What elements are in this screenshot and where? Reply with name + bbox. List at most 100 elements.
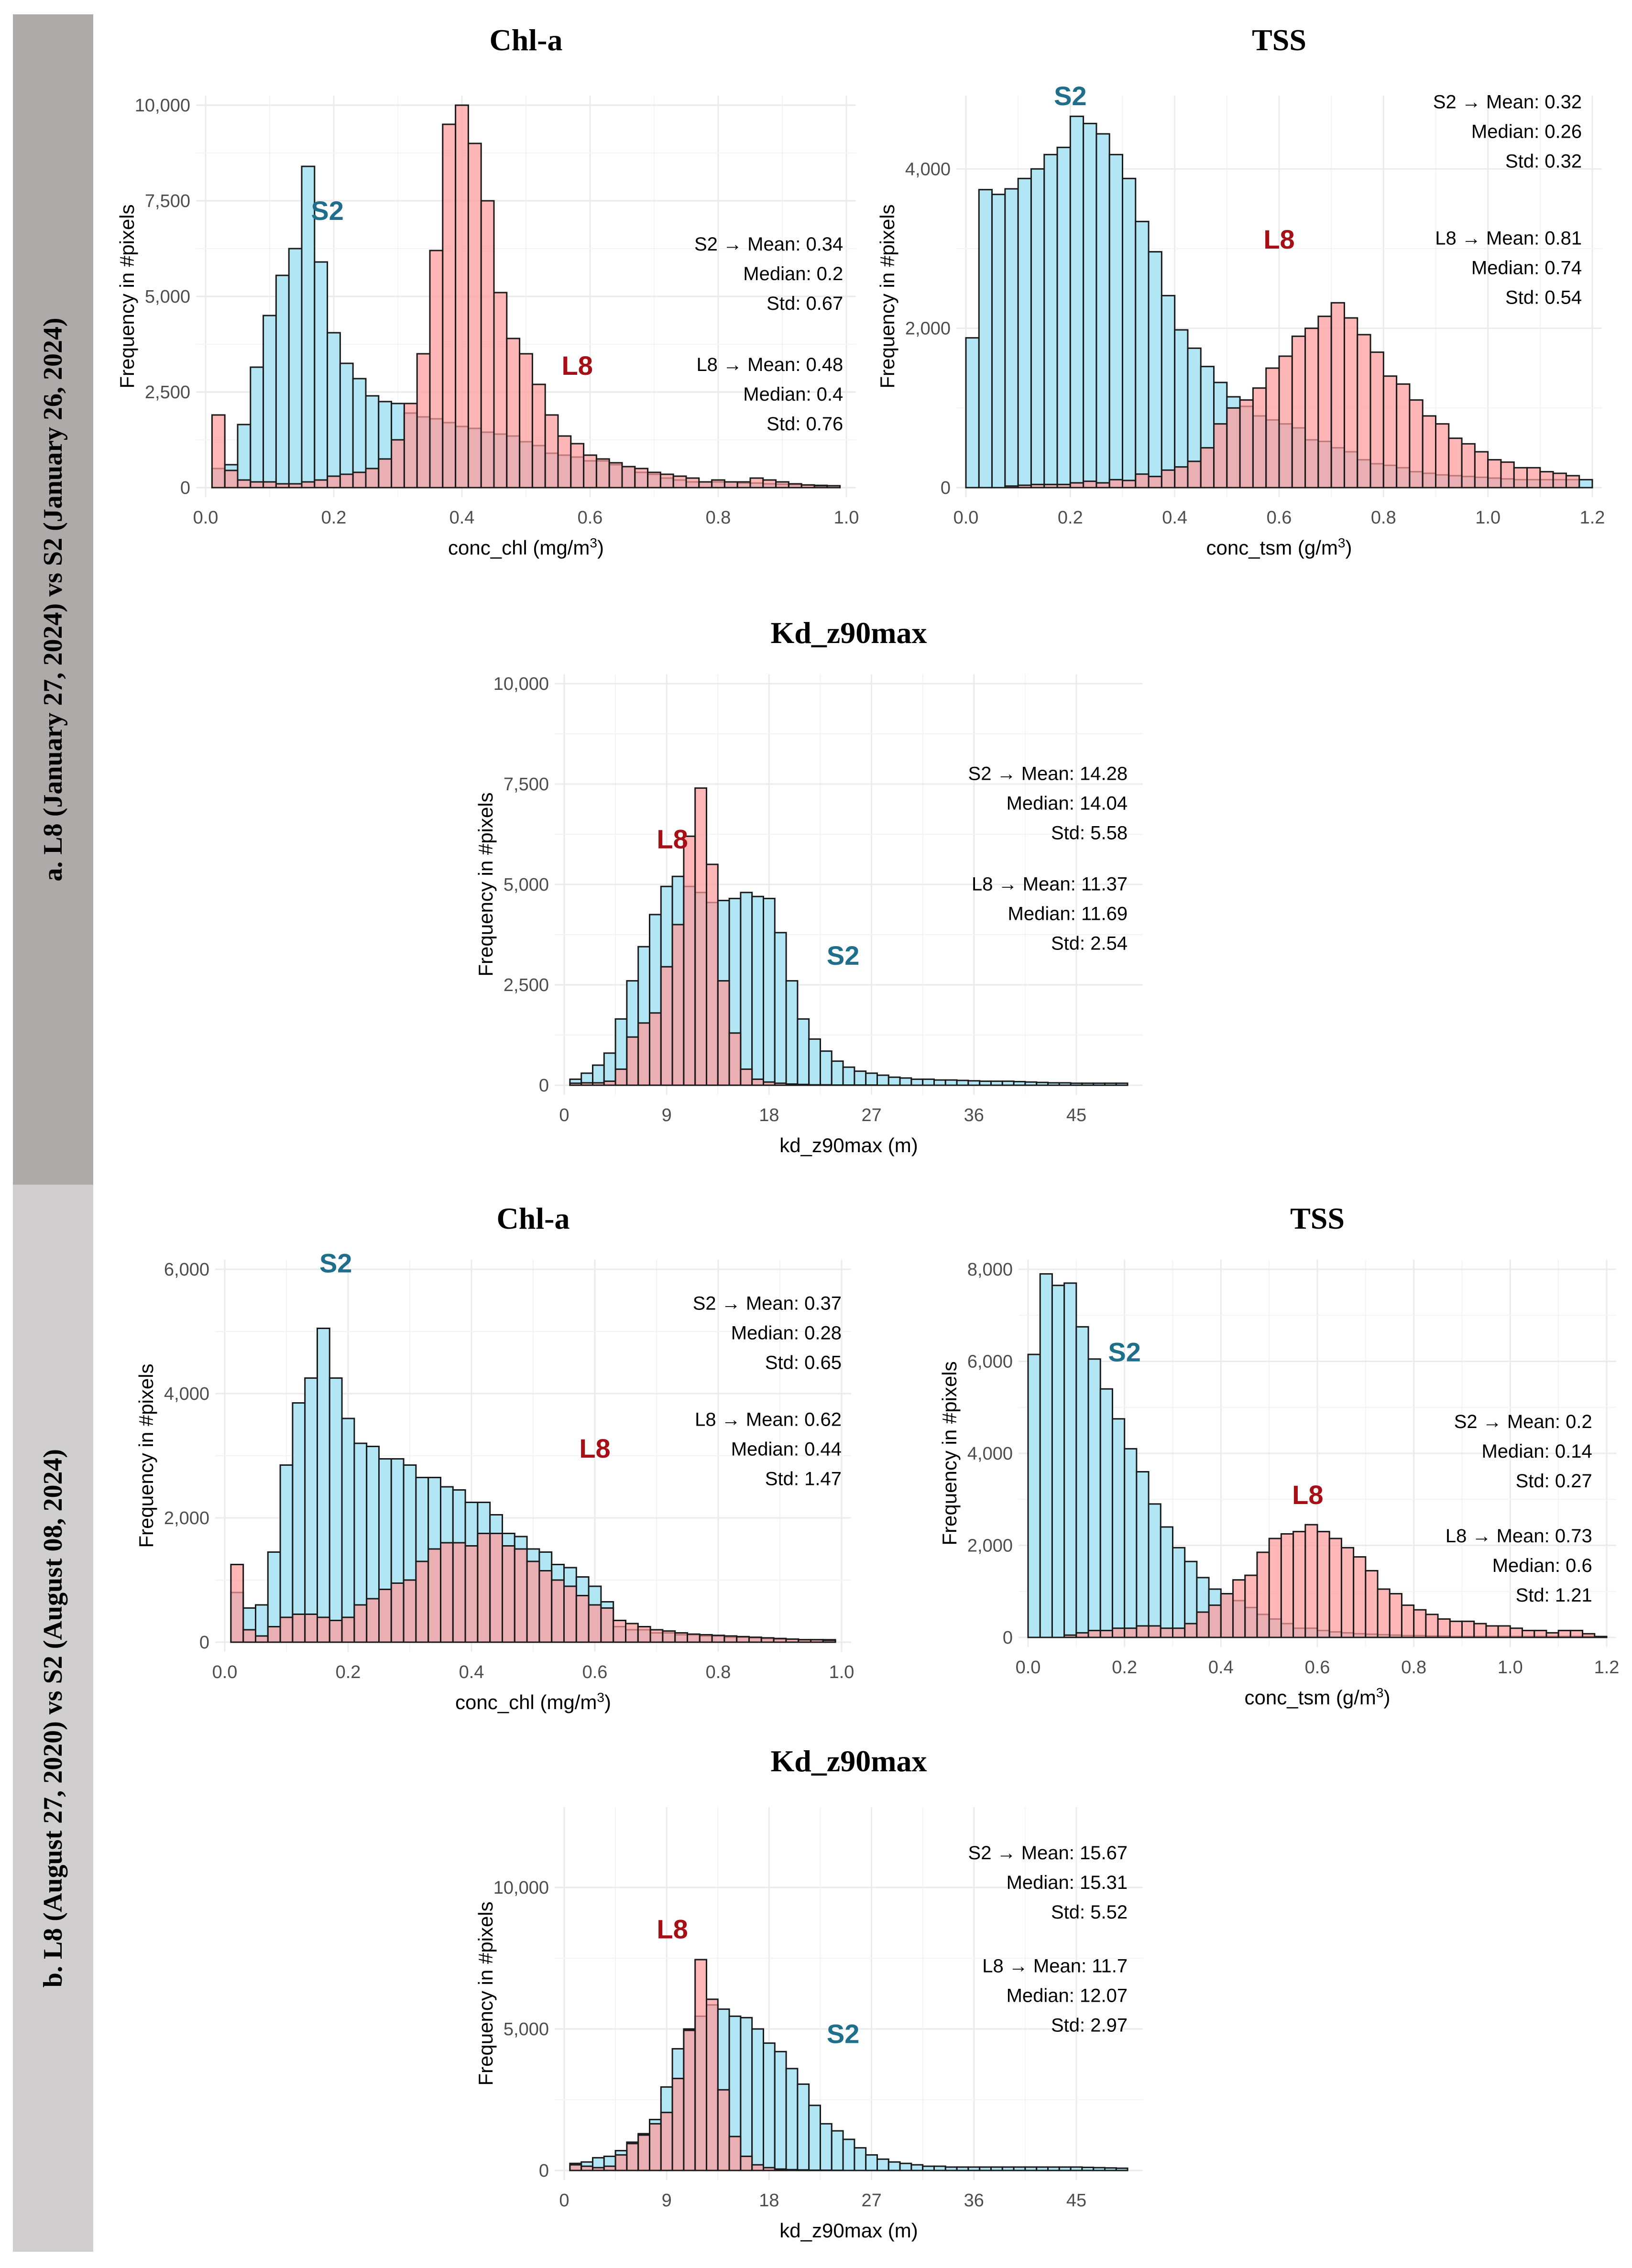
- bar-l8: [531, 383, 546, 489]
- l8-stats-line: Median: 0.74: [1471, 258, 1582, 279]
- bar-l8: [1063, 1634, 1077, 1638]
- bar-l8: [1304, 327, 1319, 489]
- bar-l8: [1280, 1533, 1294, 1638]
- s2-stats-line: Std: 0.32: [1505, 151, 1582, 172]
- bar-l8: [773, 1637, 787, 1643]
- bar-l8: [637, 2134, 651, 2171]
- bar-l8: [544, 414, 559, 489]
- bar-l8: [1330, 302, 1345, 489]
- bar-s2: [1039, 1273, 1053, 1638]
- bar-l8: [797, 1083, 810, 1086]
- bar-l8: [575, 1595, 590, 1643]
- l8-series-tag: L8: [1292, 1480, 1323, 1510]
- x-tick-label: 0.0: [953, 508, 979, 528]
- bar-l8: [748, 1636, 762, 1643]
- bar-s2: [1136, 1471, 1150, 1638]
- s2-stats-line: S2 → Mean: 0.2: [1454, 1411, 1592, 1432]
- chart-b-chl: Chl-a 0.0 0.2 0.4 0.6 0.8 1.0 0 2,000 4,000 6,000 c…: [135, 1188, 861, 1738]
- bar-s2: [876, 1074, 889, 1086]
- bar-l8: [1316, 1531, 1330, 1638]
- l8-stats-line: Std: 0.54: [1505, 287, 1582, 308]
- bar-s2: [797, 2083, 810, 2171]
- s2-series-tag: S2: [319, 1248, 352, 1278]
- y-tick-label: 2,000: [905, 319, 951, 339]
- chart-b-tss: TSS 0.0 0.2 0.4 0.6 0.8 1.0 1.2 0 2,000 4,000 6,000…: [932, 1188, 1626, 1738]
- s2-stats-line: Median: 14.04: [1007, 793, 1128, 814]
- bar-l8: [538, 1570, 553, 1643]
- bar-s2: [785, 980, 799, 1086]
- bar-l8: [267, 1626, 281, 1643]
- bar-l8: [1389, 1593, 1402, 1638]
- bar-s2: [979, 1080, 992, 1086]
- bar-s2: [1001, 1080, 1015, 1086]
- bar-l8: [551, 1579, 565, 1643]
- bar-l8: [1232, 1579, 1246, 1638]
- bar-l8: [588, 1604, 602, 1643]
- bar-l8: [455, 104, 469, 489]
- bar-l8: [626, 1036, 639, 1086]
- s2-series-tag: S2: [1054, 81, 1087, 111]
- bar-s2: [1069, 115, 1084, 489]
- bar-s2: [1174, 329, 1189, 489]
- bar-l8: [1278, 355, 1293, 489]
- bar-s2: [1148, 251, 1162, 489]
- bar-l8: [477, 1533, 491, 1643]
- s2-stats-line: S2 → Mean: 0.32: [1433, 92, 1582, 113]
- bar-l8: [723, 1635, 738, 1643]
- bar-l8: [649, 1629, 664, 1643]
- l8-stats-line: Std: 2.97: [1051, 2015, 1128, 2036]
- l8-stats-line: Std: 1.21: [1516, 1585, 1592, 1606]
- bar-s2: [808, 2104, 821, 2171]
- y-tick-label: 7,500: [145, 191, 190, 211]
- l8-stats-line: Median: 0.4: [743, 384, 843, 405]
- section-b-label: b. L8 (August 27, 2020) vs S2 (August 08…: [38, 1449, 68, 1988]
- bar-s2: [1027, 1353, 1041, 1638]
- bar-l8: [1533, 1630, 1547, 1638]
- bar-s2: [1051, 1285, 1065, 1638]
- bar-s2: [854, 2147, 867, 2171]
- s2-stats-line: Std: 0.65: [765, 1352, 842, 1374]
- bar-l8: [1099, 1630, 1113, 1638]
- bar-l8: [378, 1589, 392, 1643]
- bar-s2: [327, 332, 341, 489]
- bar-l8: [211, 414, 226, 489]
- bar-l8: [353, 1604, 368, 1643]
- bar-l8: [1343, 317, 1358, 489]
- x-tick-label: 0.6: [582, 1662, 608, 1682]
- bar-s2: [797, 1018, 810, 1086]
- bar-l8: [1239, 399, 1254, 489]
- bar-l8: [1108, 479, 1124, 489]
- bar-l8: [608, 462, 623, 489]
- bar-l8: [711, 479, 725, 489]
- bar-l8: [1017, 484, 1032, 489]
- bar-l8: [519, 353, 533, 489]
- bar-l8: [1552, 472, 1567, 489]
- bar-l8: [1184, 1623, 1198, 1638]
- s2-stats-line: Median: 0.14: [1481, 1441, 1592, 1462]
- x-axis-label: conc_tsm (g/m3): [1245, 1685, 1391, 1709]
- bar-l8: [603, 1080, 616, 1086]
- bar-l8: [810, 1639, 824, 1643]
- x-tick-label: 45: [1066, 1105, 1086, 1125]
- l8-stats-line: Std: 2.54: [1051, 933, 1128, 954]
- s2-stats-line: S2 → Mean: 14.28: [968, 763, 1128, 785]
- bar-l8: [728, 1032, 742, 1086]
- bar-l8: [813, 485, 828, 489]
- bar-l8: [785, 1638, 800, 1643]
- bar-l8: [1004, 485, 1019, 489]
- s2-stats-line: S2 → Mean: 0.34: [694, 234, 843, 255]
- bar-s2: [990, 1080, 1003, 1086]
- bar-s2: [292, 1402, 306, 1643]
- bar-l8: [706, 1998, 719, 2171]
- s2-stats-line: S2 → Mean: 15.67: [968, 1843, 1128, 1864]
- bar-l8: [1213, 423, 1228, 489]
- bar-s2: [865, 1072, 878, 1086]
- x-tick-label: 0.8: [706, 1662, 731, 1682]
- bar-s2: [922, 2165, 935, 2171]
- bar-l8: [1509, 1627, 1523, 1638]
- chart-title: TSS: [1290, 1201, 1345, 1235]
- y-tick-label: 4,000: [967, 1444, 1013, 1464]
- bar-l8: [595, 458, 610, 489]
- y-tick-label: 5,000: [504, 875, 549, 895]
- bar-l8: [1545, 1632, 1559, 1638]
